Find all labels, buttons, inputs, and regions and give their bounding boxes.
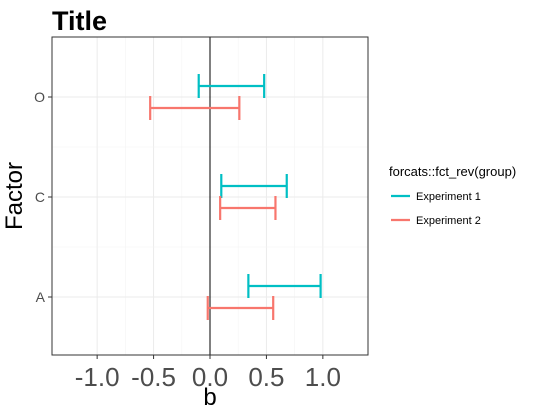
- x-tick-label: -1.0: [75, 362, 120, 392]
- x-axis-label: b: [203, 384, 216, 411]
- error-bars: [149, 74, 322, 320]
- errorbar-experiment-1-C: [220, 174, 288, 198]
- errorbar-experiment-1-A: [247, 274, 322, 298]
- legend: forcats::fct_rev(group) Experiment 1Expe…: [389, 164, 516, 227]
- chart-title: Title: [52, 6, 107, 36]
- x-tick-label: 1.0: [305, 362, 341, 392]
- errorbar-experiment-2-A: [206, 296, 275, 320]
- x-axis-ticks: -1.0 -0.5 0.0 0.5 1.0: [75, 355, 341, 392]
- legend-title: forcats::fct_rev(group): [389, 164, 516, 179]
- y-axis-ticks: O C A: [34, 89, 52, 305]
- y-tick-label: A: [36, 289, 46, 305]
- errorbar-experiment-1-O: [197, 74, 266, 98]
- legend-item-label: Experiment 1: [416, 191, 481, 203]
- y-axis-label: Factor: [1, 162, 28, 230]
- x-tick-label: 0.5: [248, 362, 284, 392]
- legend-item-label: Experiment 2: [416, 215, 481, 227]
- y-tick-label: O: [34, 89, 45, 105]
- x-tick-label: 0.0: [192, 362, 228, 392]
- errorbar-experiment-2-O: [149, 96, 241, 120]
- y-tick-label: C: [35, 189, 45, 205]
- x-tick-label: -0.5: [131, 362, 176, 392]
- errorbar-experiment-2-C: [219, 196, 277, 220]
